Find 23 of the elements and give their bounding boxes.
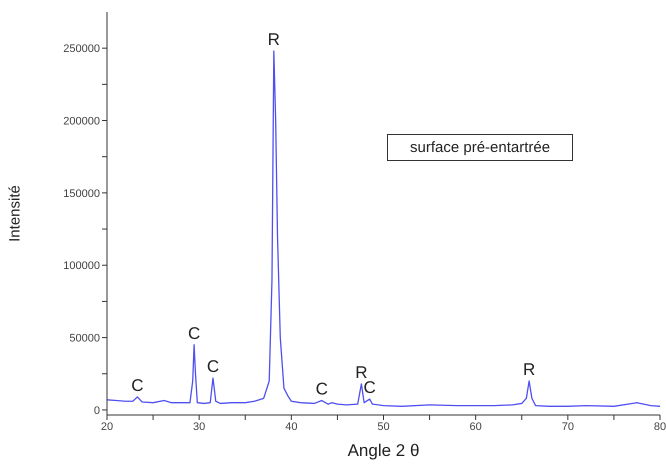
annotation: C: [206, 357, 220, 376]
x-tick-label: 30: [193, 420, 206, 433]
x-tick-label: 70: [562, 420, 574, 433]
y-tick-label: 50000: [69, 332, 100, 344]
y-tick-label: 200000: [63, 115, 100, 128]
y-tick-label: 0: [94, 404, 100, 417]
line-series: [107, 50, 660, 407]
x-tick-label: 60: [470, 420, 482, 433]
x-tick-label: 20: [100, 420, 114, 433]
x-tick-label: 50: [377, 420, 390, 433]
annotation: C: [131, 376, 144, 395]
annotation: C: [316, 380, 328, 399]
y-tick-label: 250000: [63, 43, 100, 56]
annotation: R: [268, 30, 280, 50]
annotation: surface pré-entartrée: [387, 134, 574, 161]
y-tick-label: 100000: [63, 260, 100, 272]
x-axis-title: Angle 2 θ: [348, 441, 420, 460]
x-tick-label: 80: [654, 420, 666, 433]
x-tick-label: 40: [285, 420, 298, 433]
annotation: R: [522, 360, 536, 379]
y-axis-title: Intensité: [6, 185, 24, 242]
y-tick-label: 150000: [63, 188, 100, 200]
annotation: C: [188, 324, 200, 343]
